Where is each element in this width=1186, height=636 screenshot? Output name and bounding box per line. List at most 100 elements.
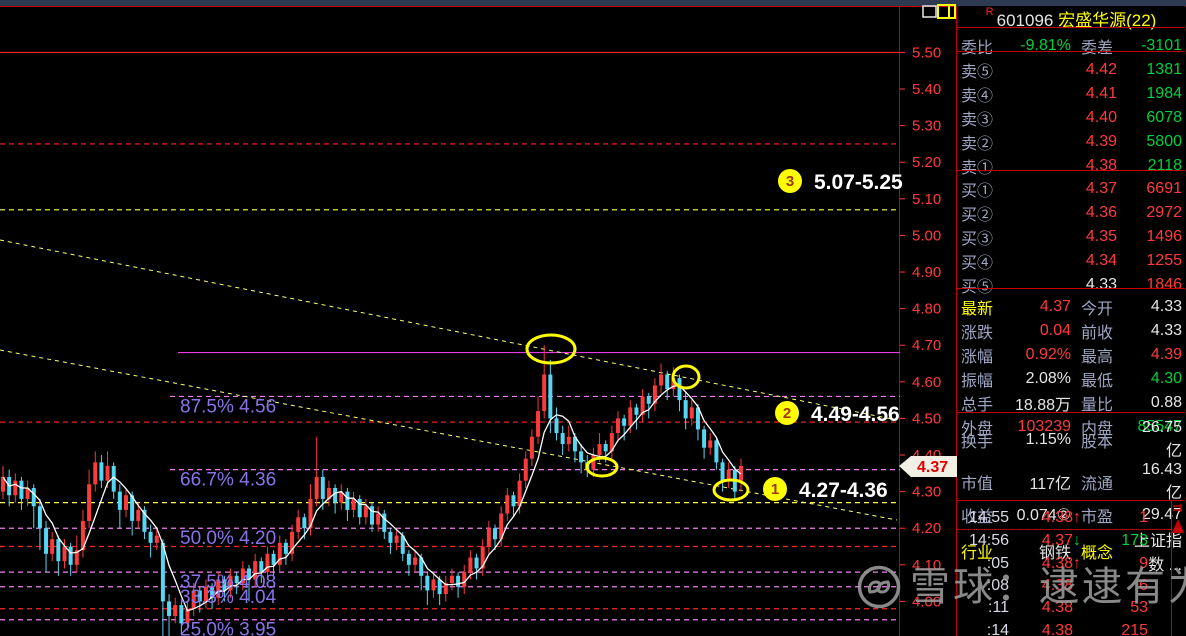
buy-level-price: 4.34 [1085,252,1117,269]
zone-range-label: 4.27-4.36 [799,479,888,502]
candle-body [726,469,731,481]
candle-body [609,433,614,452]
candle-body [603,444,608,452]
candle-body [486,528,491,547]
r-badge: R [985,6,994,18]
candle-body [665,374,670,390]
current-price-tag: 4.37 [899,456,957,477]
buy-level-label: 买① [961,183,994,200]
info-label: 涨幅 [961,349,994,366]
buy-levels: 买① 4.37 6691 买② 4.36 2972 买③ 4.35 1496 买④ 4.34 1255… [957,177,1185,297]
info-label: 行业 [961,545,994,562]
sell-level-label: 卖② [961,136,994,153]
zone-number: 2 [783,405,791,422]
candle-body [222,579,227,591]
sell-levels: 卖⑤ 4.42 1381 卖④ 4.41 1984 卖③ 4.40 6078 卖② 4.39 5800… [957,58,1185,178]
buy-level-row[interactable]: 买② 4.36 2972 [957,201,1185,225]
xueqiu-watermark: 雪球：逮逮有为 [856,564,1186,610]
trade-price: 4.38 [1041,509,1073,527]
candle-body [320,476,325,499]
candle-body [308,498,313,529]
stock-title[interactable]: R 601096 宏盛华源(22) [957,6,1185,30]
buy-level-label: 买④ [961,255,994,272]
watermark-separator: ： [996,565,1039,609]
info-value: 1.15% [1025,431,1071,448]
candle-body [191,590,196,609]
info-label: 最新 [961,301,994,318]
candle-body [572,436,577,452]
candle-body [203,586,208,602]
trade-time: :08 [986,577,1009,595]
panel-separator [957,170,1185,171]
info-value: 4.30 [1150,370,1182,387]
info-label: 今开 [1081,301,1114,318]
info-value: 103239 [1017,418,1071,435]
fib-label: 25.0% 3.95 [180,620,276,636]
candle-body [99,462,104,481]
highlight-ellipse-1 [525,333,577,365]
buy-level-volume: 1846 [1146,276,1182,293]
candle-body [283,542,288,554]
zone-annotation-2: 2 4.49-4.56 [775,401,900,426]
info-row: 外盘 103239 内盘 85547 [957,415,1185,439]
panel-separator [957,500,1185,501]
quote-info-fundamentals: 换手 1.15% 股本 26.75亿 市值 117亿 流通 16.43亿 收益 0.074② 市盈 2… [957,419,1185,574]
candle-body [259,561,264,573]
candle-body [345,491,350,510]
sell-level-row[interactable]: 卖② 4.39 5800 [957,130,1185,154]
tape-scrollbar[interactable] [1171,503,1185,539]
info-label: 市盈 [1081,509,1114,526]
weicha-label: 委差 [1081,39,1114,57]
sell-level-row[interactable]: 卖④ 4.41 1984 [957,82,1185,106]
candle-body [548,374,553,419]
axis-price-label: 5.20 [912,154,941,171]
trade-price: 4.37 [1041,532,1073,550]
candles [1,345,743,636]
candle-body [413,557,418,565]
candle-body [19,480,24,499]
window-layout-icon[interactable] [922,4,956,19]
axis-price-label: 4.90 [912,264,941,281]
buy-level-row[interactable]: 买③ 4.35 1496 [957,225,1185,249]
watermark-brand: 雪球 [910,565,996,609]
trade-volume: 53 [1130,599,1148,617]
candle-body [628,407,633,426]
buy-level-volume: 6691 [1146,180,1182,197]
sell-level-row[interactable]: 卖③ 4.40 6078 [957,106,1185,130]
sell-level-row[interactable]: 卖⑤ 4.42 1381 [957,58,1185,82]
sell-level-label: 卖⑤ [961,64,994,81]
info-row: 换手 1.15% 股本 26.75亿 [957,419,1185,461]
candle-body [56,539,61,562]
trade-price: 4.38 [1041,554,1073,572]
up-arrow-icon: ↑ [1073,554,1081,572]
buy-level-volume: 1255 [1146,252,1182,269]
candle-body [351,498,356,510]
stock-name: 宏盛华源(22) [1058,11,1157,30]
scroll-up-arrow-icon[interactable] [1172,519,1184,533]
info-value: 18.88万 [1014,397,1071,414]
sell-level-label: 卖③ [961,112,994,129]
highlight-ellipse-3 [585,456,619,478]
buy-level-row[interactable]: 买① 4.37 6691 [957,177,1185,201]
trade-time: 14:56 [968,532,1009,550]
info-label: 涨跌 [961,325,994,342]
candle-body [462,572,467,587]
candle-body [634,407,639,415]
candle-body [302,517,307,529]
buy-level-row[interactable]: 买⑤ 4.33 1846 [957,273,1185,297]
buy-level-row[interactable]: 买④ 4.34 1255 [957,249,1185,273]
fib-label: 37.5% 4.08 [180,572,276,593]
panel-left-border [956,6,957,636]
info-value: 117亿 [1029,476,1071,493]
quote-panel: R 601096 宏盛华源(22) 委比 -9.81% 委差 -3101 卖⑤ 4.… [957,6,1185,636]
sell-level-volume: 2118 [1147,157,1182,174]
kline-chart[interactable]: 3 5.07-5.25 2 4.49-4.56 1 4.27-4.36 87.5% 4.56… [0,0,957,636]
candle-body [265,553,270,573]
candle-body [136,509,141,521]
trade-price: 4.38 [1041,577,1073,595]
sell-level-row[interactable]: 卖① 4.38 2118 [957,154,1185,178]
axis-price-label: 4.50 [912,410,941,427]
candle-body [314,476,319,499]
trade-time: :14 [986,621,1009,636]
info-value: 上证指数 ... [1133,533,1182,574]
